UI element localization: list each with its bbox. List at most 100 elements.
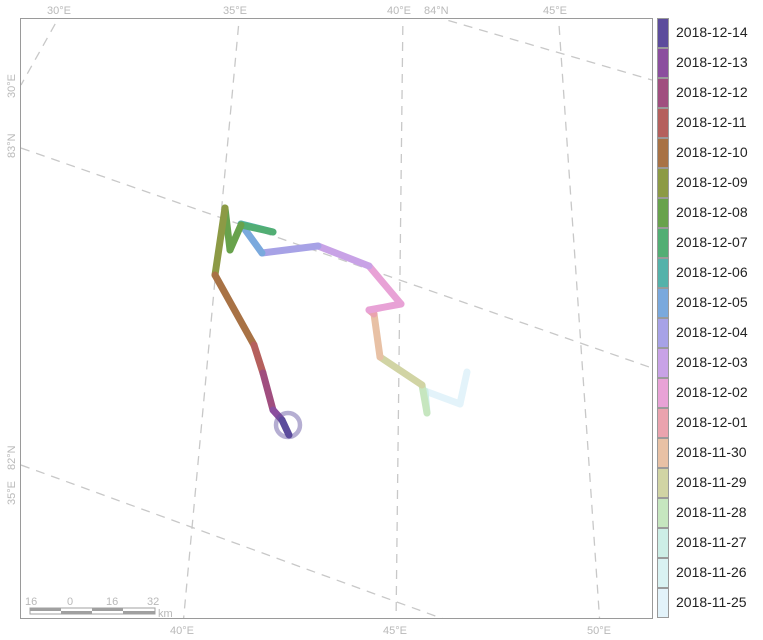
legend-label: 2018-12-07 bbox=[676, 234, 748, 250]
legend-label: 2018-11-28 bbox=[676, 504, 747, 520]
grat-label-top: 30°E bbox=[47, 5, 71, 17]
legend-label: 2018-11-30 bbox=[676, 444, 747, 460]
track-segment bbox=[418, 381, 431, 417]
legend-label: 2018-11-27 bbox=[676, 534, 747, 550]
legend-label: 2018-12-12 bbox=[676, 84, 748, 100]
legend-item: 2018-12-09 bbox=[657, 168, 763, 198]
legend-swatch bbox=[657, 288, 669, 318]
track-segment bbox=[376, 353, 426, 389]
meridian-line bbox=[182, 19, 240, 618]
legend-item: 2018-11-25 bbox=[657, 588, 763, 618]
grat-label-top: 40°E bbox=[387, 5, 411, 17]
legend-item: 2018-12-13 bbox=[657, 48, 763, 78]
track-segment bbox=[258, 242, 322, 257]
track-segment bbox=[421, 387, 464, 408]
legend-swatch bbox=[657, 438, 669, 468]
track-segment bbox=[211, 204, 229, 279]
track-segment bbox=[211, 271, 258, 349]
track-segment bbox=[237, 221, 277, 236]
legend-label: 2018-12-08 bbox=[676, 204, 748, 220]
grat-label-bottom: 40°E bbox=[170, 625, 194, 637]
legend-swatch bbox=[657, 168, 669, 198]
legend-item: 2018-12-03 bbox=[657, 348, 763, 378]
legend-item: 2018-11-30 bbox=[657, 438, 763, 468]
legend-label: 2018-11-25 bbox=[676, 594, 747, 610]
legend-label: 2018-12-05 bbox=[676, 294, 748, 310]
legend-swatch bbox=[657, 378, 669, 408]
track-segment bbox=[250, 341, 267, 377]
grat-label-left: 35°E bbox=[6, 481, 18, 505]
legend-item: 2018-11-29 bbox=[657, 468, 763, 498]
legend-swatch bbox=[657, 78, 669, 108]
grat-label-left: 83°N bbox=[6, 133, 18, 158]
meridian-line bbox=[21, 19, 59, 86]
legend-label: 2018-12-11 bbox=[676, 114, 747, 130]
track-segment bbox=[370, 310, 384, 361]
legend-swatch bbox=[657, 318, 669, 348]
legend-item: 2018-11-28 bbox=[657, 498, 763, 528]
grat-label-left: 30°E bbox=[6, 74, 18, 98]
legend-label: 2018-12-10 bbox=[676, 144, 748, 160]
date-legend: 2018-12-14 2018-12-13 2018-12-12 2018-12-11… bbox=[657, 18, 763, 620]
legend-item: 2018-12-10 bbox=[657, 138, 763, 168]
legend-swatch bbox=[657, 498, 669, 528]
meridian-line bbox=[557, 19, 601, 618]
grat-label-top: 84°N bbox=[424, 5, 449, 17]
grat-label-left: 82°N bbox=[6, 445, 18, 470]
legend-label: 2018-12-01 bbox=[676, 414, 748, 430]
legend-swatch bbox=[657, 48, 669, 78]
legend-swatch bbox=[657, 18, 669, 48]
legend-item: 2018-12-01 bbox=[657, 408, 763, 438]
legend-swatch bbox=[657, 558, 669, 588]
legend-swatch bbox=[657, 588, 669, 618]
drift-track[interactable] bbox=[211, 204, 471, 439]
legend-swatch bbox=[657, 108, 669, 138]
legend-swatch bbox=[657, 348, 669, 378]
parallel-line bbox=[440, 19, 652, 81]
legend-label: 2018-12-09 bbox=[676, 174, 748, 190]
end-position-circle[interactable] bbox=[273, 410, 303, 440]
scale-label: 16 bbox=[25, 596, 37, 608]
legend-swatch bbox=[657, 468, 669, 498]
grat-label-bottom: 45°E bbox=[383, 625, 407, 637]
legend-swatch bbox=[657, 408, 669, 438]
legend-swatch bbox=[657, 198, 669, 228]
scale-unit: km bbox=[158, 608, 173, 620]
legend-item: 2018-12-07 bbox=[657, 228, 763, 258]
grat-label-top: 35°E bbox=[223, 5, 247, 17]
scale-label: 32 bbox=[147, 596, 159, 608]
legend-item: 2018-12-11 bbox=[657, 108, 763, 138]
legend-item: 2018-12-14 bbox=[657, 18, 763, 48]
legend-label: 2018-12-03 bbox=[676, 354, 748, 370]
legend-label: 2018-11-26 bbox=[676, 564, 747, 580]
legend-swatch bbox=[657, 528, 669, 558]
map-panel[interactable] bbox=[20, 18, 653, 619]
legend-swatch bbox=[657, 228, 669, 258]
parallel-line bbox=[21, 464, 443, 618]
track-segment bbox=[365, 300, 405, 314]
grat-label-top: 45°E bbox=[543, 5, 567, 17]
parallel-line bbox=[21, 147, 652, 369]
legend-item: 2018-12-02 bbox=[657, 378, 763, 408]
legend-item: 2018-11-27 bbox=[657, 528, 763, 558]
legend-label: 2018-12-14 bbox=[676, 24, 748, 40]
legend-item: 2018-12-08 bbox=[657, 198, 763, 228]
legend-item: 2018-12-06 bbox=[657, 258, 763, 288]
track-segment bbox=[278, 416, 293, 439]
scale-label: 16 bbox=[106, 596, 118, 608]
track-segment bbox=[365, 262, 405, 308]
legend-label: 2018-12-04 bbox=[676, 324, 748, 340]
track-segment bbox=[456, 368, 471, 408]
legend-swatch bbox=[657, 138, 669, 168]
track-segment bbox=[314, 242, 373, 270]
legend-label: 2018-12-02 bbox=[676, 384, 748, 400]
legend-swatch bbox=[657, 258, 669, 288]
grat-label-bottom: 50°E bbox=[587, 625, 611, 637]
legend-item: 2018-12-12 bbox=[657, 78, 763, 108]
meridian-line bbox=[395, 19, 404, 618]
legend-item: 2018-12-05 bbox=[657, 288, 763, 318]
graticule-lines bbox=[21, 19, 652, 618]
scale-label: 0 bbox=[67, 596, 73, 608]
legend-item: 2018-11-26 bbox=[657, 558, 763, 588]
